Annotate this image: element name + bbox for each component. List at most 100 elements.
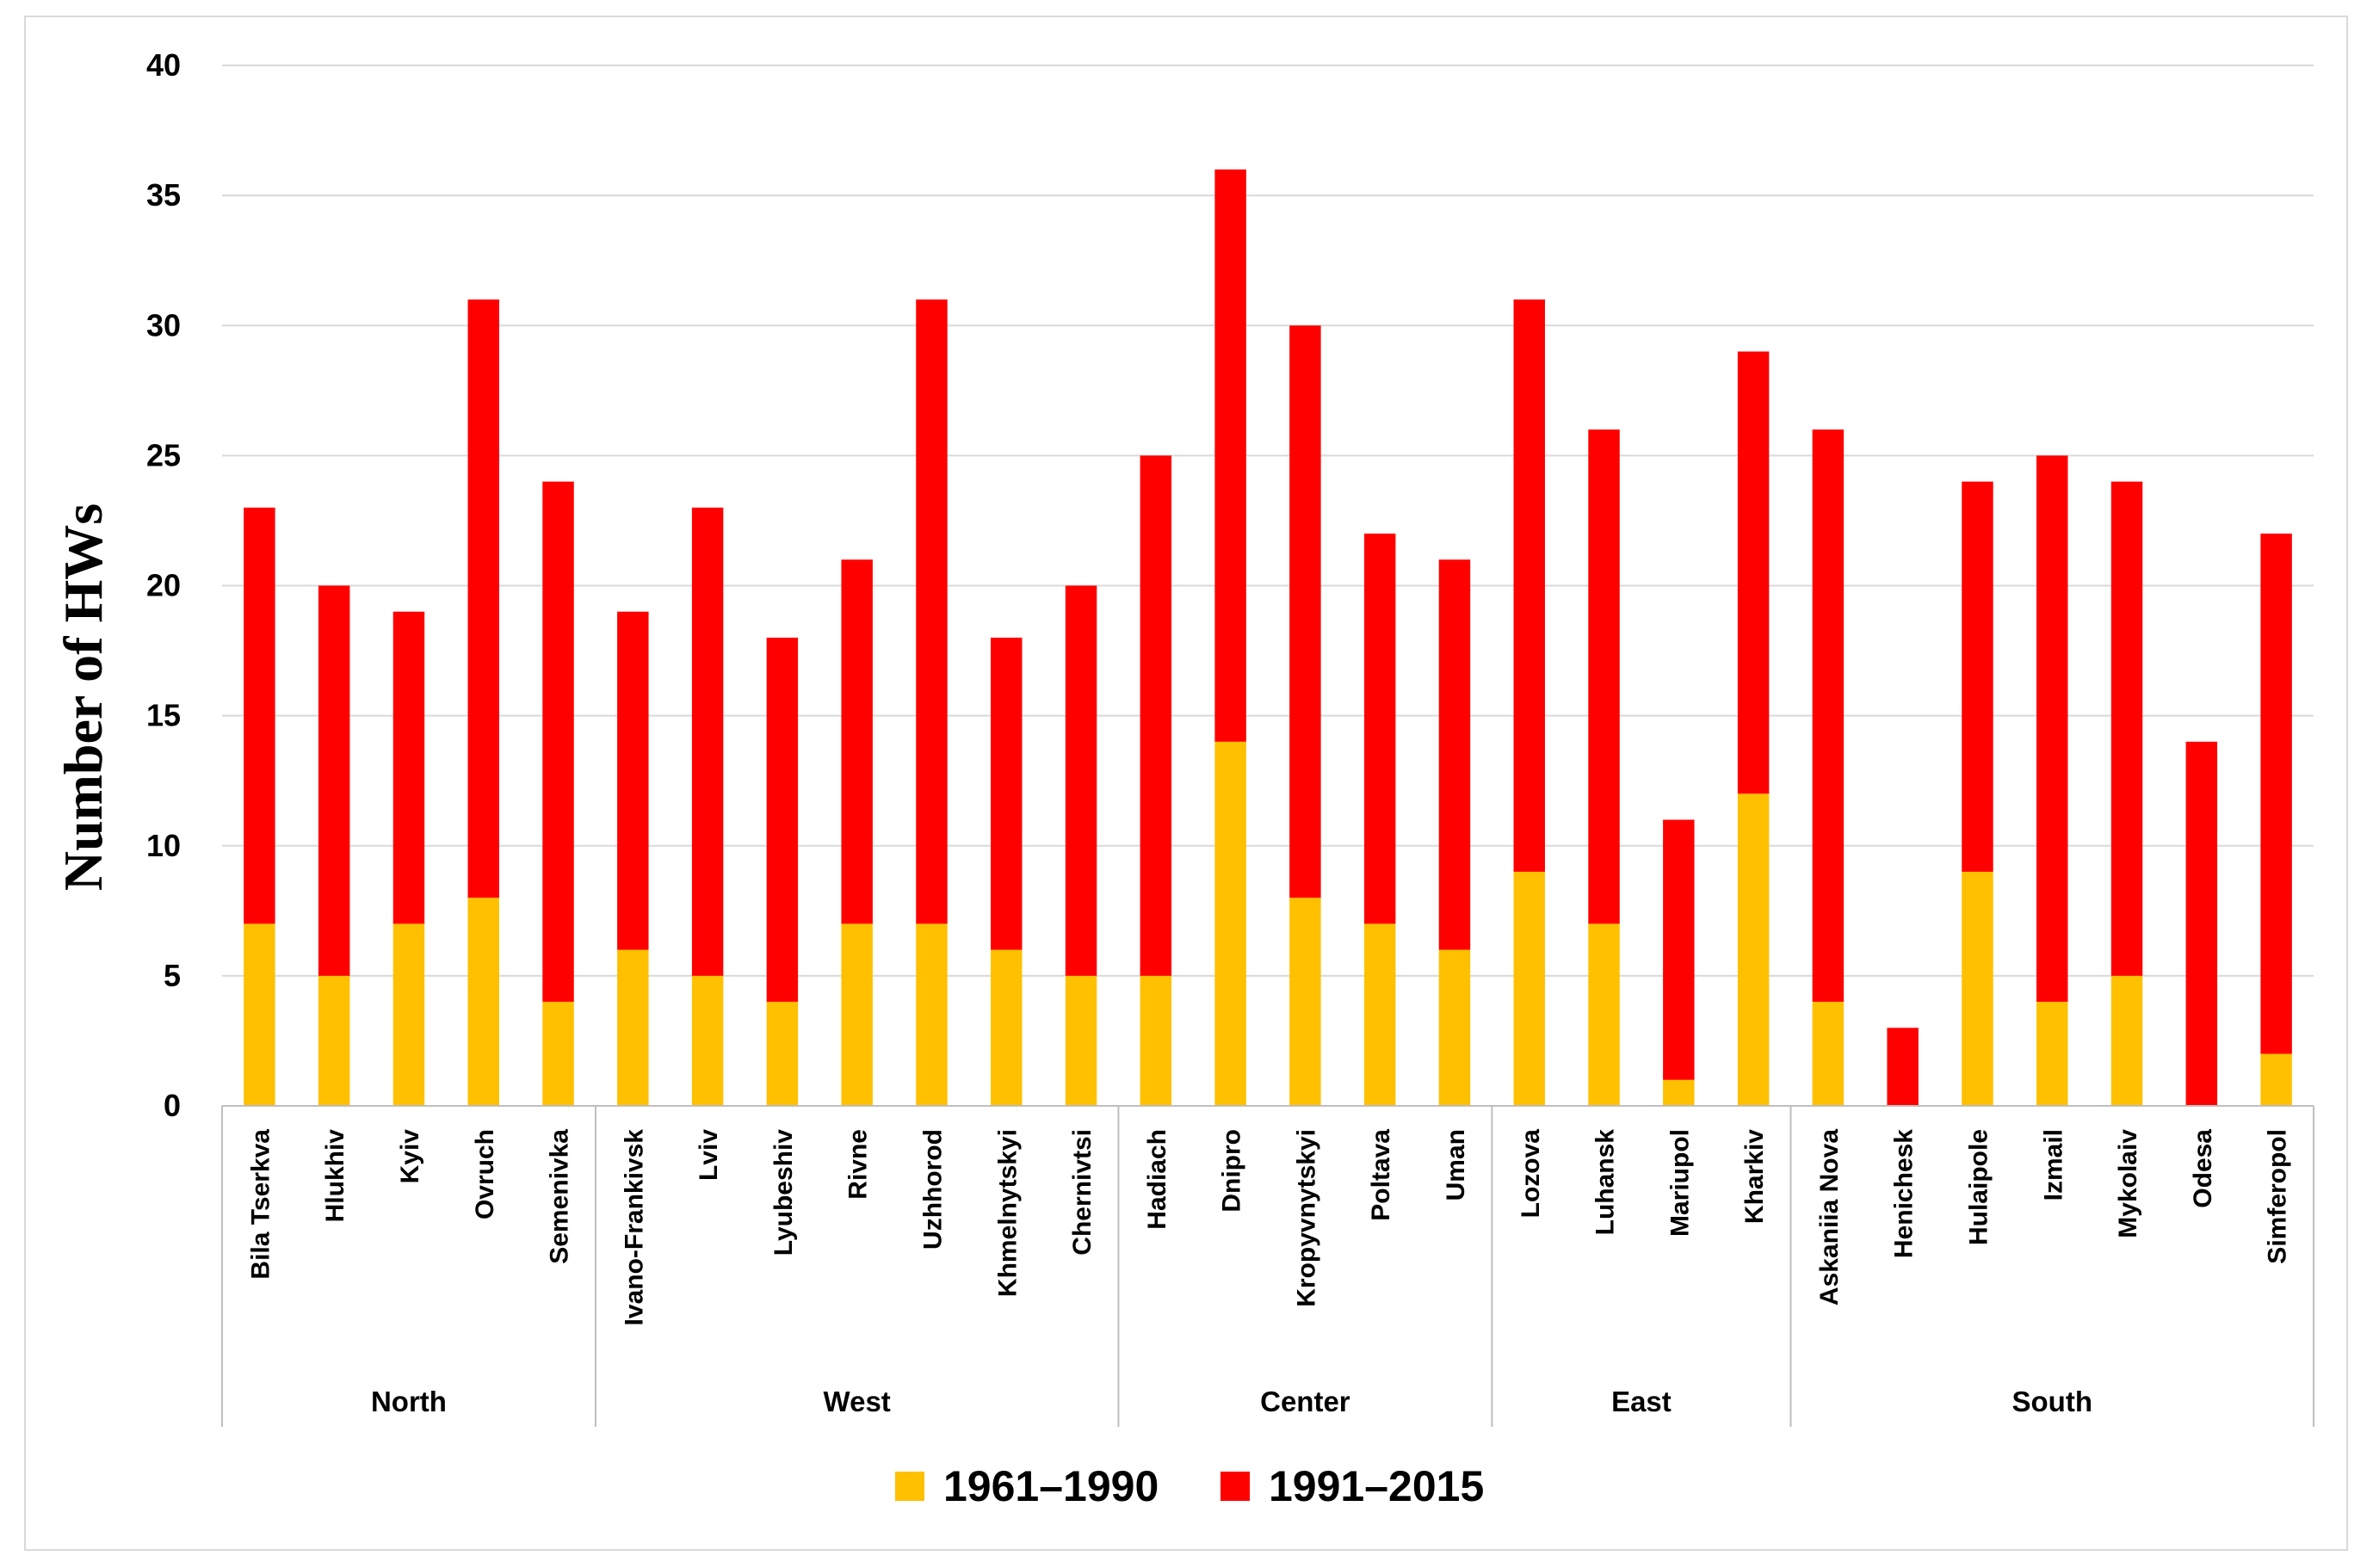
legend-swatch <box>895 1472 924 1501</box>
bar-segment-late <box>1887 1028 1919 1106</box>
bar-segment-late <box>1214 169 1246 742</box>
bar-segment-late <box>542 481 574 1003</box>
bar-segment-late <box>766 637 799 1003</box>
bar-segment-late <box>617 611 649 950</box>
bar-segment-late <box>1513 299 1545 872</box>
bar-segment-early <box>691 975 724 1106</box>
bar-segment-early <box>617 949 649 1106</box>
bar-segment-late <box>1663 819 1695 1080</box>
category-label: Dnipro <box>1218 1129 1246 1213</box>
category-label: Henichesk <box>1890 1129 1919 1258</box>
y-tick-label: 25 <box>146 437 181 472</box>
bar-segment-late <box>244 507 275 924</box>
bar-segment-late <box>1737 351 1770 794</box>
category-label: Lviv <box>695 1129 723 1181</box>
category-label: Askaniia Nova <box>1815 1129 1844 1306</box>
bar-segment-early <box>1214 741 1246 1106</box>
bar-segment-late <box>318 585 350 976</box>
category-label: Hadiach <box>1143 1129 1171 1230</box>
gridlines <box>222 65 2314 1107</box>
category-label: Hulaipole <box>1964 1129 1993 1245</box>
bar-segment-late <box>916 299 948 924</box>
category-label: Luhansk <box>1591 1129 1620 1236</box>
category-label: Chernivtsi <box>1068 1129 1097 1256</box>
bar-segment-early <box>1363 923 1396 1106</box>
category-label: Lyubeshiv <box>769 1129 798 1256</box>
category-label: Ivano-Frankivsk <box>620 1129 648 1326</box>
category-label: Bila Tserkva <box>246 1129 275 1280</box>
bar-segment-early <box>1588 923 1620 1106</box>
bar-segment-early <box>991 949 1023 1106</box>
legend-swatch <box>1220 1472 1250 1501</box>
x-axis <box>221 1105 2314 1427</box>
bar-segment-late <box>841 559 873 924</box>
bar-segment-late <box>1065 585 1097 976</box>
category-label: Khmelnytskyi <box>993 1129 1022 1297</box>
bar-segment-early <box>1438 949 1471 1106</box>
bar-segment-late <box>1363 534 1396 924</box>
category-label: Mykolaiv <box>2114 1129 2142 1238</box>
category-label: Kyiv <box>396 1129 424 1184</box>
bar-segment-early <box>1140 975 1172 1106</box>
bar-segment-late <box>691 507 724 976</box>
bar-segment-early <box>467 898 499 1106</box>
bar-segment-early <box>2036 1002 2068 1106</box>
group-label: East <box>1611 1386 1672 1417</box>
bar-segment-late <box>991 637 1023 950</box>
bar-segment-early <box>1289 898 1321 1106</box>
bar-segment-early <box>318 975 350 1106</box>
category-label: Izmail <box>2039 1129 2067 1201</box>
bar-segment-late <box>1140 455 1172 976</box>
group-label: South <box>2012 1386 2092 1417</box>
bar-segment-late <box>1289 325 1321 898</box>
bar-segment-early <box>766 1002 799 1106</box>
bar-segment-early <box>2260 1053 2292 1106</box>
y-axis-ticks: 0 5 10 15 20 25 30 35 40 <box>146 47 181 1123</box>
bar-segment-late <box>1588 429 1620 924</box>
bar-segment-late <box>392 611 425 924</box>
bar-segment-early <box>1065 975 1097 1106</box>
category-label: Odesa <box>2189 1129 2217 1208</box>
bar-segment-late <box>1438 559 1471 950</box>
category-labels: Bila Tserkva Hlukhiv Kyiv Ovruch Semenivka Iv… <box>246 1129 2291 1326</box>
y-tick-label: 40 <box>146 47 181 83</box>
bar-segment-early <box>2110 975 2143 1106</box>
bar-segment-late <box>1962 481 1993 872</box>
bar-segment-early <box>244 923 275 1106</box>
group-label: Center <box>1260 1386 1350 1417</box>
bar-segment-early <box>1962 871 1993 1106</box>
category-label: Lozova <box>1517 1129 1545 1219</box>
bars <box>244 169 2292 1106</box>
category-label: Simferopol <box>2264 1129 2292 1264</box>
y-tick-label: 0 <box>164 1088 181 1123</box>
legend-label: 1961–1990 <box>943 1462 1159 1510</box>
y-axis-title: Number of HWs <box>53 503 114 891</box>
y-tick-label: 10 <box>146 828 181 863</box>
y-tick-label: 20 <box>146 568 181 603</box>
category-label: Uzhhorod <box>918 1129 947 1250</box>
bar-segment-late <box>2260 534 2292 1054</box>
category-label: Rivne <box>844 1129 873 1200</box>
category-label: Kropyvnytskyi <box>1292 1129 1320 1307</box>
category-label: Mariupol <box>1665 1129 1694 1237</box>
category-label: Hlukhiv <box>321 1129 349 1223</box>
bar-segment-early <box>392 923 425 1106</box>
group-label: West <box>824 1386 891 1417</box>
bar-segment-early <box>916 923 948 1106</box>
bar-segment-early <box>542 1002 574 1106</box>
legend-label: 1991–2015 <box>1269 1462 1484 1510</box>
bar-segment-early <box>1737 793 1770 1106</box>
bar-segment-late <box>2110 481 2143 976</box>
category-label: Semenivka <box>546 1129 574 1264</box>
bar-segment-late <box>1812 429 1845 1003</box>
y-tick-label: 5 <box>164 958 181 993</box>
group-labels: North West Center East South <box>371 1386 2092 1417</box>
category-label: Ovruch <box>471 1129 499 1219</box>
y-tick-label: 15 <box>146 698 181 733</box>
y-tick-label: 35 <box>146 177 181 213</box>
bar-segment-late <box>2185 741 2218 1106</box>
bar-segment-early <box>1812 1002 1845 1106</box>
category-label: Kharkiv <box>1740 1129 1769 1224</box>
bar-segment-late <box>2036 455 2068 1003</box>
